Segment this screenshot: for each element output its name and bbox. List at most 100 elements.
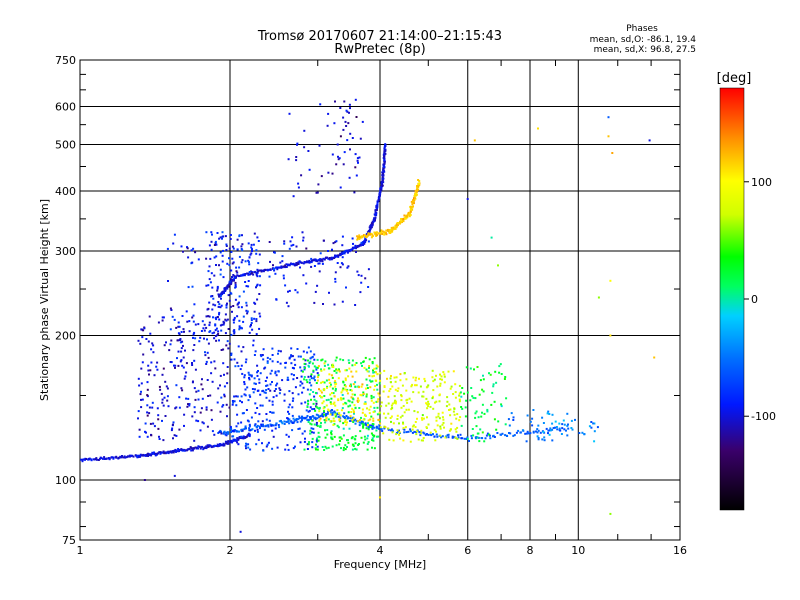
data-point — [396, 222, 399, 224]
data-point — [383, 427, 386, 430]
data-point — [374, 209, 377, 212]
data-point — [257, 270, 260, 273]
data-point — [308, 381, 311, 384]
data-point — [141, 336, 144, 339]
data-point — [333, 410, 336, 413]
data-point — [333, 381, 336, 384]
data-point — [286, 263, 289, 266]
data-point — [399, 373, 402, 376]
data-point — [236, 361, 239, 364]
data-point — [188, 320, 191, 323]
data-point — [214, 316, 217, 319]
data-point — [364, 237, 367, 240]
data-point — [180, 350, 183, 353]
data-point — [209, 257, 212, 260]
data-point — [409, 212, 412, 214]
data-point — [255, 320, 258, 323]
data-point — [155, 365, 158, 368]
data-point — [237, 306, 240, 309]
data-point — [176, 339, 179, 342]
data-point — [305, 247, 308, 250]
data-point — [521, 429, 524, 432]
data-point — [475, 425, 478, 428]
data-point — [383, 157, 386, 160]
data-point — [337, 426, 340, 429]
data-point — [195, 419, 198, 422]
data-point — [231, 400, 234, 402]
data-point — [334, 280, 337, 283]
data-point — [380, 183, 383, 186]
data-point — [280, 421, 283, 424]
data-point — [223, 430, 226, 433]
data-point — [373, 357, 376, 360]
data-point — [249, 325, 252, 328]
data-point — [172, 437, 174, 440]
x-tick-label: 16 — [673, 544, 687, 557]
data-point — [344, 418, 347, 421]
data-point — [315, 191, 318, 194]
data-point — [255, 318, 258, 321]
data-point — [364, 402, 367, 405]
data-point — [398, 433, 400, 436]
data-point — [210, 418, 213, 421]
data-point — [295, 245, 298, 248]
data-point — [473, 139, 476, 142]
data-point — [175, 449, 178, 452]
data-point — [383, 233, 386, 236]
data-point — [240, 428, 243, 431]
data-point — [187, 256, 190, 259]
data-point — [397, 387, 400, 390]
data-point — [382, 170, 385, 173]
data-point — [223, 395, 226, 398]
data-point — [482, 378, 485, 381]
data-point — [426, 407, 429, 410]
data-point — [98, 457, 101, 460]
data-point — [368, 424, 371, 427]
data-point — [421, 418, 424, 421]
data-point — [439, 425, 442, 428]
data-point — [215, 264, 217, 266]
data-point — [291, 399, 294, 402]
data-point — [240, 326, 243, 329]
data-point — [193, 359, 196, 362]
data-point — [246, 312, 249, 315]
data-point — [466, 437, 469, 440]
data-point — [368, 365, 371, 367]
data-point — [307, 375, 310, 378]
data-point — [366, 424, 369, 426]
data-point — [190, 449, 193, 452]
data-point — [315, 366, 318, 369]
data-point — [299, 355, 302, 358]
data-point — [140, 398, 142, 401]
data-point — [238, 235, 241, 238]
data-point — [359, 243, 362, 246]
data-point — [257, 240, 260, 242]
data-point — [120, 456, 123, 459]
data-point — [334, 413, 337, 416]
data-point — [333, 370, 336, 372]
data-point — [335, 254, 338, 257]
data-point — [156, 453, 158, 456]
data-point — [283, 423, 286, 425]
data-point — [240, 350, 243, 353]
data-point — [319, 252, 322, 255]
data-point — [158, 451, 161, 454]
data-point — [329, 420, 332, 423]
x-tick-label: 2 — [227, 544, 234, 557]
data-point — [228, 406, 231, 409]
data-point — [426, 416, 428, 419]
data-point — [309, 350, 312, 353]
data-point — [384, 148, 387, 151]
data-point — [207, 315, 210, 318]
data-point — [316, 376, 319, 379]
data-point — [396, 418, 399, 420]
data-point — [138, 384, 141, 387]
data-point — [331, 411, 334, 414]
data-point — [151, 342, 154, 345]
data-point — [463, 392, 466, 395]
data-point — [281, 260, 284, 263]
data-point — [375, 400, 378, 403]
data-point — [233, 279, 235, 282]
data-point — [271, 447, 274, 450]
data-point — [317, 262, 320, 265]
